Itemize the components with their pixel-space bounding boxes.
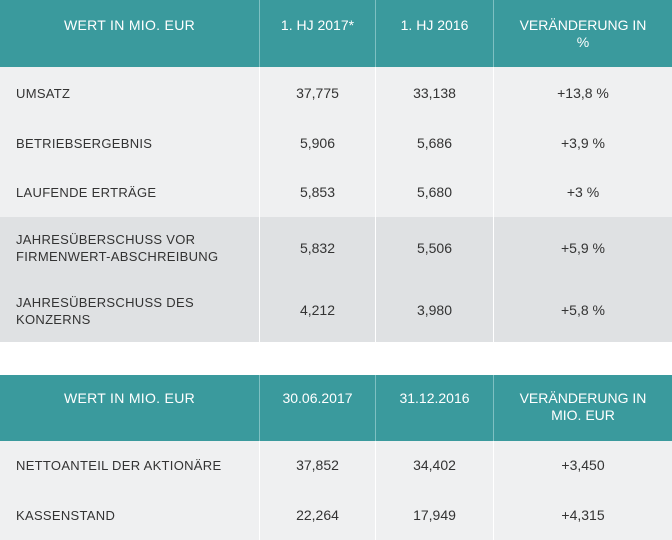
- header-value-label: WERT IN MIO. EUR: [63, 17, 196, 33]
- header-change: VERÄNDERUNG IN %: [493, 0, 672, 67]
- row-change: +3,9 %: [493, 119, 672, 168]
- table-row: JAHRESÜBERSCHUSS VOR FIRMENWERT-ABSCHREI…: [0, 217, 672, 279]
- table-row: UMSATZ 37,775 33,138 +13,8 %: [0, 67, 672, 119]
- row-change: +13,8 %: [493, 67, 672, 119]
- row-label: BETRIEBSERGEBNIS: [16, 136, 153, 151]
- header-change: VERÄNDERUNG IN MIO. EUR: [493, 375, 672, 441]
- row-value-2017: 4,212: [259, 279, 375, 342]
- row-label: LAUFENDE ERTRÄGE: [16, 185, 157, 200]
- table-row: BETRIEBSERGEBNIS 5,906 5,686 +3,9 %: [0, 119, 672, 168]
- header-date-2017: 30.06.2017: [259, 375, 375, 441]
- row-value-2016: 33,138: [375, 67, 493, 119]
- row-value-2016: 5,506: [375, 217, 493, 279]
- row-value-2017: 37,852: [259, 441, 375, 490]
- row-change: +5,8 %: [493, 279, 672, 342]
- row-value-2017: 5,853: [259, 168, 375, 217]
- row-change: +3 %: [493, 168, 672, 217]
- row-value-2016: 17,949: [375, 490, 493, 540]
- row-change: +3,450: [493, 441, 672, 490]
- table-row: JAHRESÜBERSCHUSS DES KONZERNS 4,212 3,98…: [0, 279, 672, 342]
- row-value-2016: 5,680: [375, 168, 493, 217]
- row-change: +5,9 %: [493, 217, 672, 279]
- row-label: KASSENSTAND: [16, 507, 116, 523]
- table-header: WERT IN MIO. EUR 30.06.2017 31.12.2016 V…: [0, 375, 672, 441]
- header-period-2017: 1. HJ 2017*: [259, 0, 375, 67]
- row-label: JAHRESÜBERSCHUSS DES KONZERNS: [16, 294, 194, 327]
- table-header: WERT IN MIO. EUR 1. HJ 2017* 1. HJ 2016 …: [0, 0, 672, 67]
- header-value-label: WERT IN MIO. EUR: [63, 390, 196, 406]
- row-value-2016: 3,980: [375, 279, 493, 342]
- row-value-2016: 34,402: [375, 441, 493, 490]
- row-value-2017: 5,906: [259, 119, 375, 168]
- balance-table: WERT IN MIO. EUR 30.06.2017 31.12.2016 V…: [0, 375, 672, 540]
- row-label: JAHRESÜBERSCHUSS VOR FIRMENWERT-ABSCHREI…: [16, 232, 219, 264]
- header-date-2016: 31.12.2016: [375, 375, 493, 441]
- table-row: LAUFENDE ERTRÄGE 5,853 5,680 +3 %: [0, 168, 672, 217]
- row-value-2016: 5,686: [375, 119, 493, 168]
- row-value-2017: 22,264: [259, 490, 375, 540]
- row-value-2017: 37,775: [259, 67, 375, 119]
- results-table: WERT IN MIO. EUR 1. HJ 2017* 1. HJ 2016 …: [0, 0, 672, 342]
- row-label: UMSATZ: [16, 85, 71, 101]
- row-change: +4,315: [493, 490, 672, 540]
- header-period-2016: 1. HJ 2016: [375, 0, 493, 67]
- row-label: NETTOANTEIL DER AKTIONÄRE: [16, 458, 222, 473]
- table-row: KASSENSTAND 22,264 17,949 +4,315: [0, 490, 672, 540]
- table-row: NETTOANTEIL DER AKTIONÄRE 37,852 34,402 …: [0, 441, 672, 490]
- row-value-2017: 5,832: [259, 217, 375, 279]
